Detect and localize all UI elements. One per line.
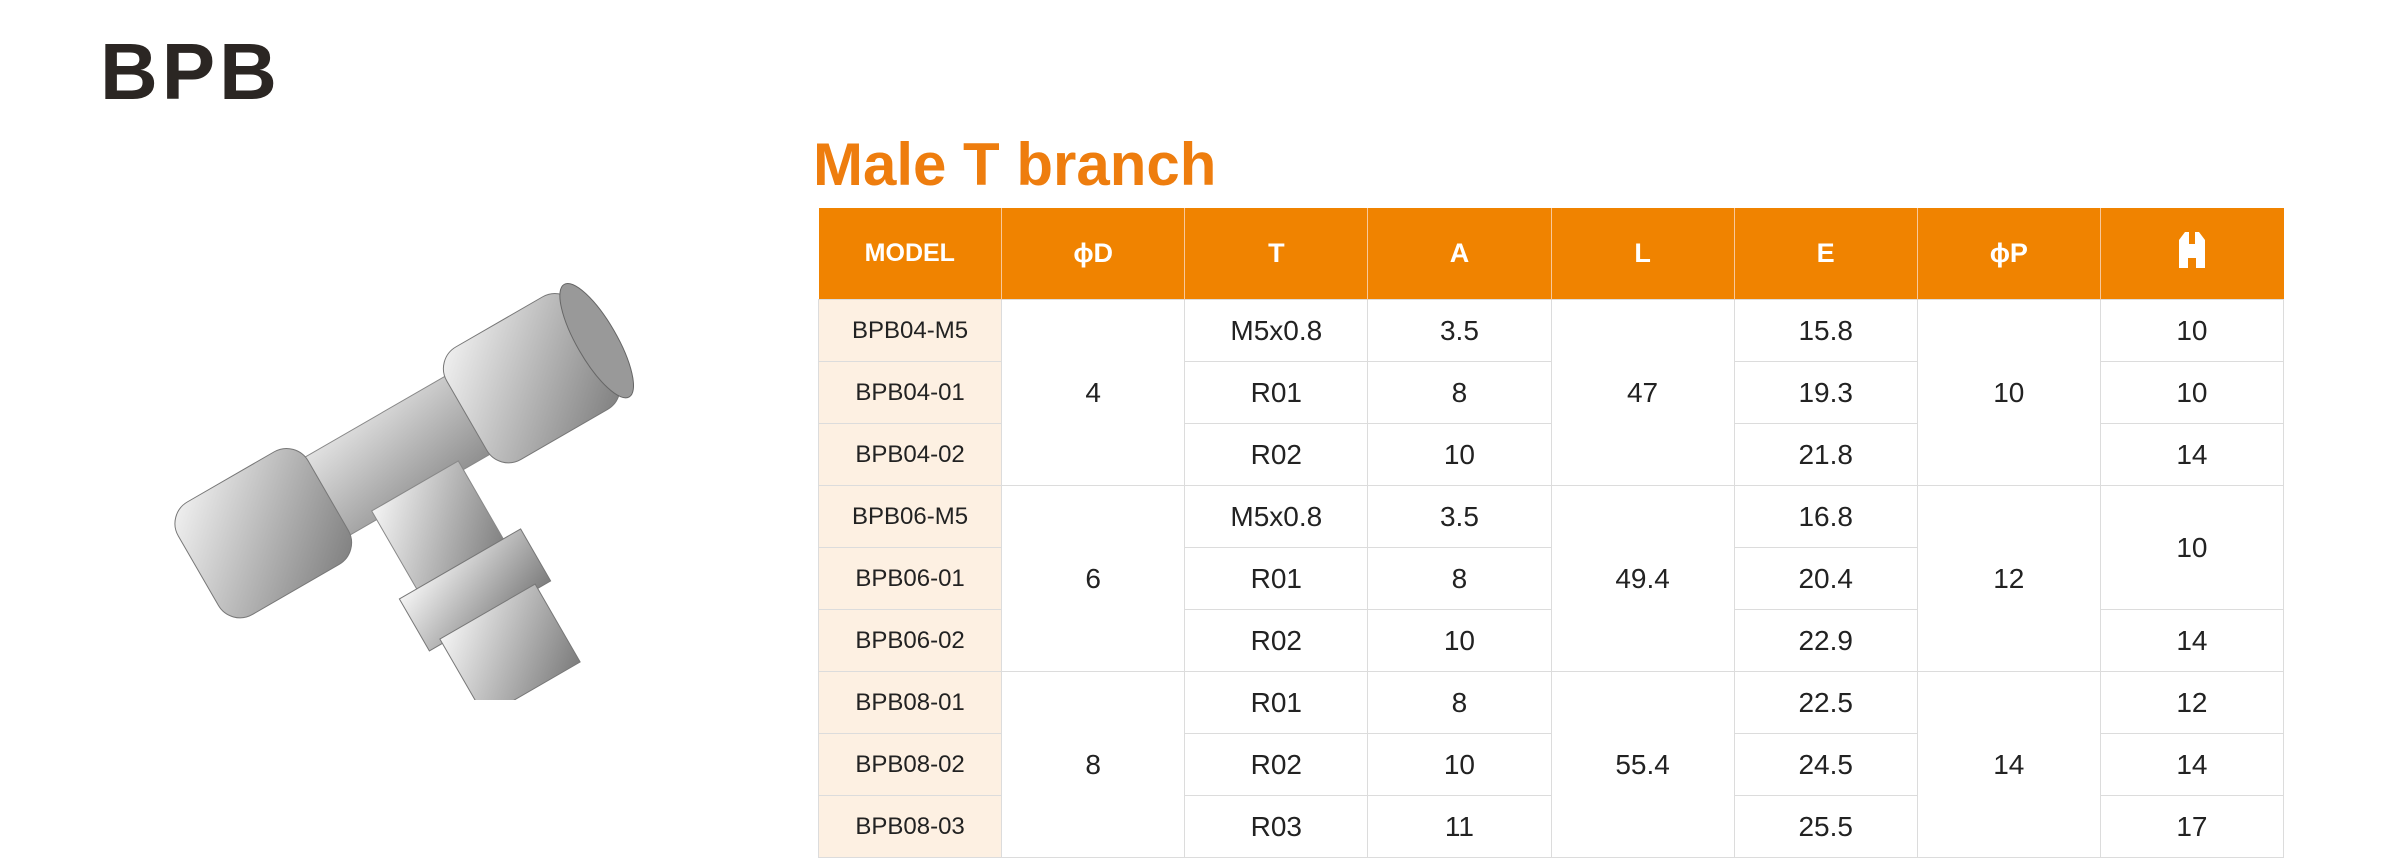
row: BPB08-02 R02 10 24.5 14 bbox=[817, 733, 2285, 796]
cell: R02 bbox=[1184, 423, 1369, 486]
wrench-header bbox=[2099, 208, 2284, 300]
column-header: MODEL bbox=[818, 208, 1002, 300]
cell: R01 bbox=[1184, 547, 1369, 610]
cell: 47 bbox=[1550, 299, 1735, 486]
cell: R03 bbox=[1184, 795, 1369, 858]
cell: 22.9 bbox=[1733, 609, 1918, 672]
cell: 10 bbox=[1367, 609, 1552, 672]
cell: R01 bbox=[1184, 361, 1369, 424]
cell: BPB08-03 bbox=[817, 795, 1003, 858]
cell: 14 bbox=[2099, 609, 2285, 672]
column-header: ϕD bbox=[1001, 208, 1185, 300]
cell: 10 bbox=[2099, 361, 2285, 424]
cell: 10 bbox=[1367, 423, 1552, 486]
cell: 49.4 bbox=[1550, 485, 1735, 672]
cell: 8 bbox=[1367, 671, 1552, 734]
cell: BPB04-02 bbox=[817, 423, 1003, 486]
cell: R02 bbox=[1184, 609, 1369, 672]
cell: BPB08-01 bbox=[817, 671, 1003, 734]
row: BPB08-03 R03 11 25.5 17 bbox=[817, 795, 2285, 858]
row: BPB04-01 R01 8 19.3 10 bbox=[817, 361, 2285, 424]
cell: 24.5 bbox=[1733, 733, 1918, 796]
brand-title: BPB bbox=[100, 27, 281, 116]
row: BPB04-02 R02 10 21.8 14 bbox=[817, 423, 2285, 486]
cell: 16.8 bbox=[1733, 485, 1918, 548]
column-header: T bbox=[1184, 208, 1368, 300]
cell: BPB06-M5 bbox=[817, 485, 1003, 548]
cell: 12 bbox=[1916, 485, 2101, 672]
cell: 14 bbox=[2099, 733, 2285, 796]
cell: BPB06-01 bbox=[817, 547, 1003, 610]
column-header: A bbox=[1367, 208, 1551, 300]
header-row: MODEL ϕD T A L E ϕP bbox=[818, 208, 2284, 300]
product-image bbox=[174, 282, 635, 700]
cell: 8 bbox=[1001, 671, 1186, 858]
column-header: ϕP bbox=[1916, 208, 2101, 300]
cell: M5x0.8 bbox=[1184, 485, 1369, 548]
cell: 10 bbox=[2099, 485, 2285, 610]
cell: 21.8 bbox=[1733, 423, 1918, 486]
cell: 10 bbox=[2099, 299, 2285, 362]
cell: BPB04-01 bbox=[817, 361, 1003, 424]
cell: R01 bbox=[1184, 671, 1369, 734]
cell: 14 bbox=[2099, 423, 2285, 486]
row: BPB08-01 8 R01 8 55.4 22.5 14 12 bbox=[817, 671, 2285, 858]
cell: 6 bbox=[1001, 485, 1186, 672]
cell: 19.3 bbox=[1733, 361, 1918, 424]
cell: 3.5 bbox=[1367, 485, 1552, 548]
cell: 8 bbox=[1367, 547, 1552, 610]
cell: 4 bbox=[1001, 299, 1186, 486]
cell: M5x0.8 bbox=[1184, 299, 1369, 362]
column-header: E bbox=[1733, 208, 1918, 300]
cell: 22.5 bbox=[1733, 671, 1918, 734]
cell: 14 bbox=[1916, 671, 2101, 858]
row: BPB04-M5 4 M5x0.8 3.5 47 15.8 10 10 bbox=[817, 299, 2285, 486]
cell: BPB08-02 bbox=[817, 733, 1003, 796]
cell: 25.5 bbox=[1733, 795, 1918, 858]
cell: 10 bbox=[1367, 733, 1552, 796]
cell: 55.4 bbox=[1550, 671, 1735, 858]
cell: R02 bbox=[1184, 733, 1369, 796]
row: BPB06-M5 6 M5x0.8 3.5 49.4 16.8 12 10 bbox=[817, 485, 2285, 672]
cell: 12 bbox=[2099, 671, 2285, 734]
row: BPB06-01 R01 8 20.4 bbox=[817, 547, 2284, 610]
cell: 20.4 bbox=[1733, 547, 1918, 610]
row: BPB06-02 R02 10 22.9 14 bbox=[817, 609, 2285, 672]
cell: 10 bbox=[1916, 299, 2101, 486]
cell: BPB04-M5 bbox=[817, 299, 1003, 362]
cell: 11 bbox=[1367, 795, 1552, 858]
wrench-icon bbox=[2179, 232, 2206, 268]
column-header: L bbox=[1550, 208, 1735, 300]
spec-table: MODEL ϕD T A L E ϕP BPB04-M5 4 M5x0.8 3.… bbox=[817, 208, 2285, 858]
cell: 17 bbox=[2099, 795, 2285, 858]
table-title: Male T branch bbox=[813, 131, 1217, 198]
cell: 15.8 bbox=[1733, 299, 1918, 362]
cell: 8 bbox=[1367, 361, 1552, 424]
cell: BPB06-02 bbox=[817, 609, 1003, 672]
cell: 3.5 bbox=[1367, 299, 1552, 362]
